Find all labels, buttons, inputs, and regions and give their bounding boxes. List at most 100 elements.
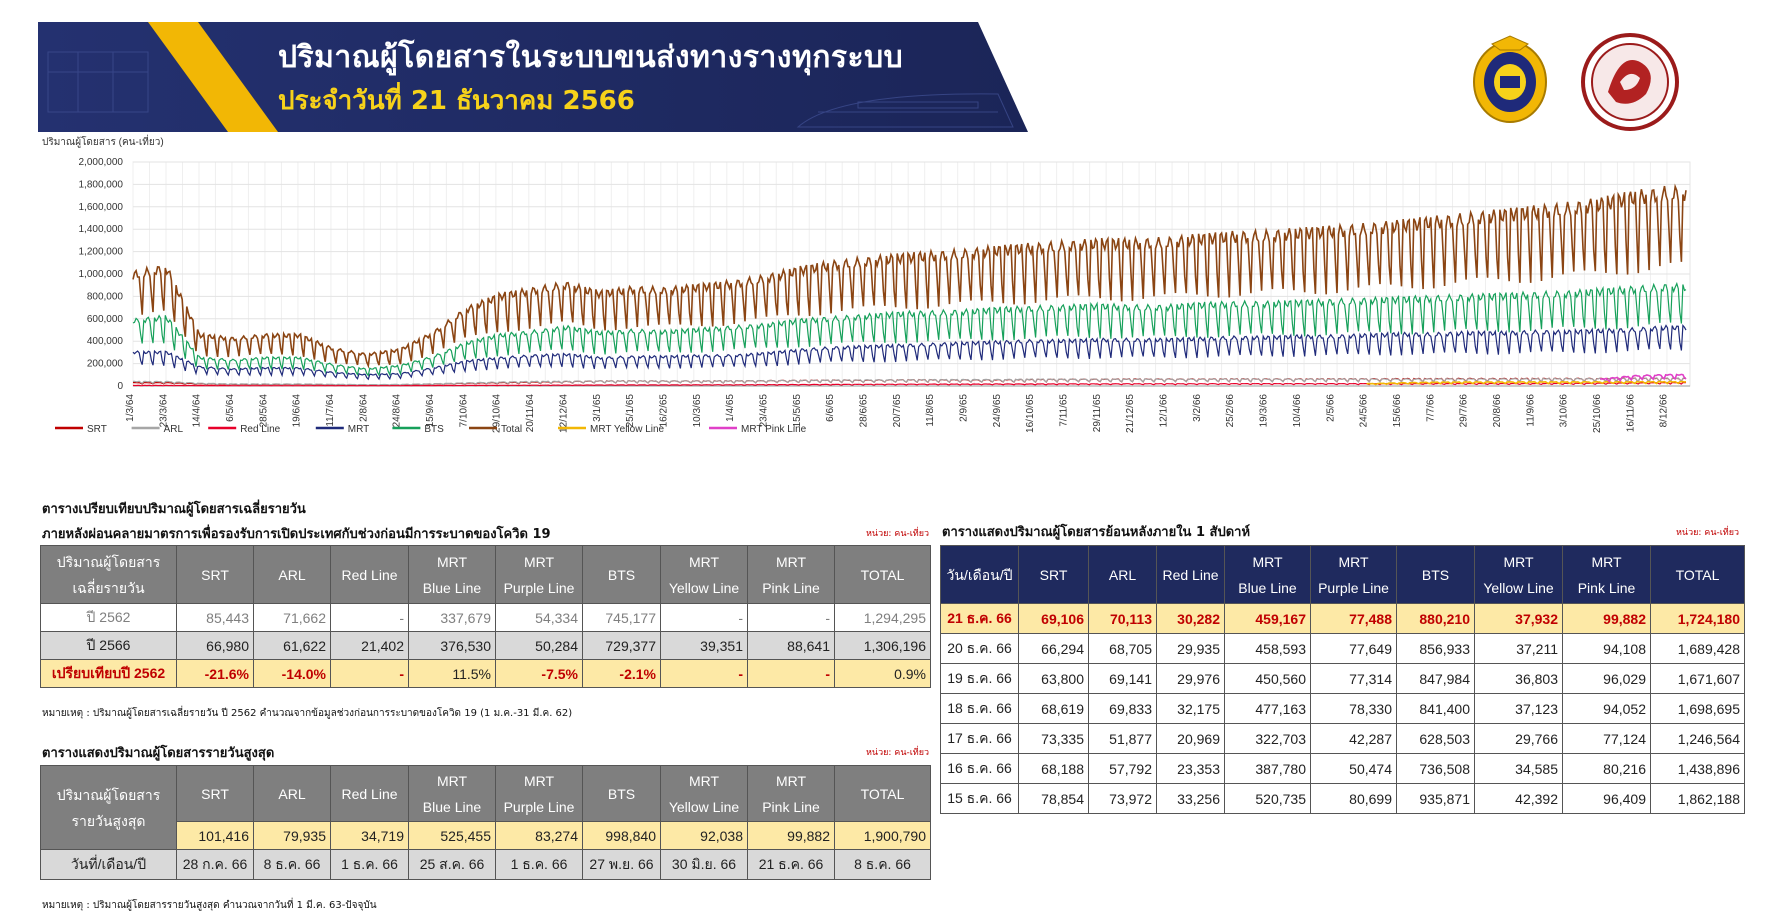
- peak-date: 21 ธ.ค. 66: [747, 849, 835, 880]
- y-tick-label: 1,800,000: [79, 179, 124, 190]
- table-cell: -: [747, 603, 835, 632]
- peak-value: 101,416: [176, 821, 254, 850]
- daily-compare-col-0: SRT: [176, 545, 254, 604]
- table-cell: 78,854: [1018, 783, 1089, 814]
- legend-item: MRT Yellow Line: [590, 424, 665, 435]
- x-tick-label: 11/7/64: [325, 394, 336, 427]
- peak-value: 79,935: [253, 821, 331, 850]
- y-tick-label: 0: [117, 381, 123, 392]
- y-tick-label: 2,000,000: [79, 157, 124, 168]
- x-tick-label: 20/7/65: [892, 394, 903, 428]
- weekly-table: วัน/เดือน/ปี SRT ARL Red Line MRT Blue Line M…: [940, 545, 1745, 814]
- peak-col-4: MRT Purple Line: [495, 765, 583, 822]
- x-tick-label: 25/2/66: [1225, 394, 1236, 428]
- ridership-line-chart: ปริมาณผู้โดยสาร (คน-เที่ยว) 0 200,000 400,…: [42, 134, 1691, 435]
- page-title: ปริมาณผู้โดยสารในระบบขนส่งทางรางทุกระบบ: [278, 40, 904, 75]
- x-tick-label: 6/5/64: [225, 394, 236, 422]
- x-tick-label: 25/10/66: [1592, 394, 1603, 433]
- table-cell: 1,862,188: [1650, 783, 1745, 814]
- table-cell: 29,976: [1156, 663, 1225, 694]
- weekly-col-4: MRT Purple Line: [1310, 545, 1397, 604]
- table-cell: 33,256: [1156, 783, 1225, 814]
- x-tick-label: 23/3/64: [158, 394, 169, 428]
- peak-col-5: BTS: [582, 765, 661, 822]
- daily-compare-col-3: MRT Blue Line: [408, 545, 496, 604]
- daily-compare-note: หมายเหตุ : ปริมาณผู้โดยสารเฉลี่ยรายวัน ป…: [42, 708, 573, 719]
- weekly-col-5: BTS: [1396, 545, 1475, 604]
- daily-compare-col-1: ARL: [253, 545, 331, 604]
- weekly-col-3: MRT Blue Line: [1224, 545, 1311, 604]
- table-cell: 387,780: [1224, 753, 1311, 784]
- table-cell: 50,474: [1310, 753, 1397, 784]
- table-cell: 66,294: [1018, 633, 1089, 664]
- peak-col-0: SRT: [176, 765, 254, 822]
- table-cell: 63,800: [1018, 663, 1089, 694]
- series-line: [132, 323, 1687, 381]
- table-cell: 50,284: [495, 631, 583, 660]
- peak-value: 83,274: [495, 821, 583, 850]
- row-date: 18 ธ.ค. 66: [940, 693, 1019, 724]
- table-cell: 458,593: [1224, 633, 1311, 664]
- table-row: 19 ธ.ค. 66 63,800 69,141 29,976 450,560 77,31…: [940, 663, 1745, 694]
- peak-value: 525,455: [408, 821, 496, 850]
- y-tick-label: 200,000: [87, 359, 124, 370]
- peak-date: 28 ก.ค. 66: [176, 849, 254, 880]
- x-tick-label: 15/9/64: [425, 394, 436, 428]
- x-tick-label: 10/4/66: [1292, 394, 1303, 428]
- table-row: เปรียบเทียบปี 2562 -21.6% -14.0% -11.5% -7.5…: [40, 659, 931, 688]
- table-cell: 376,530: [408, 631, 496, 660]
- table-cell: 68,619: [1018, 693, 1089, 724]
- table-cell: 729,377: [582, 631, 661, 660]
- table-cell: 94,052: [1562, 693, 1651, 724]
- table-cell: 1,306,196: [834, 631, 931, 660]
- row-date: 17 ธ.ค. 66: [940, 723, 1019, 754]
- table-cell: -: [660, 603, 748, 632]
- x-tick-label: 19/3/66: [1259, 394, 1270, 428]
- weekly-col-2: Red Line: [1156, 545, 1225, 604]
- table-cell: -: [330, 659, 409, 688]
- table-cell: -21.6%: [176, 659, 254, 688]
- y-tick-label: 1,000,000: [79, 269, 124, 280]
- x-tick-label: 16/2/65: [658, 394, 669, 428]
- daily-compare-col-5: BTS: [582, 545, 661, 604]
- daily-compare-unit: หน่วย: คน-เที่ยว: [866, 529, 930, 539]
- peak-values-row: 101,416 79,935 34,719 525,455 83,274 998,840 9…: [41, 821, 931, 850]
- weekly-col-6: MRT Yellow Line: [1474, 545, 1563, 604]
- weekly-col-8: TOTAL: [1650, 545, 1745, 604]
- x-tick-label: 14/4/64: [192, 394, 203, 428]
- x-tick-label: 7/10/64: [458, 394, 469, 428]
- weekly-col-1: ARL: [1088, 545, 1157, 604]
- table-cell: 69,141: [1088, 663, 1157, 694]
- table-cell: 78,330: [1310, 693, 1397, 724]
- table-cell: 69,106: [1018, 603, 1089, 634]
- daily-compare-subheading: ภายหลังผ่อนคลายมาตรการเพื่อรองรับการเปิด…: [42, 527, 551, 542]
- table-cell: 69,833: [1088, 693, 1157, 724]
- table-cell: 85,443: [176, 603, 254, 632]
- table-cell: 745,177: [582, 603, 661, 632]
- table-cell: 51,877: [1088, 723, 1157, 754]
- x-tick-label: 15/6/66: [1392, 394, 1403, 428]
- x-tick-label: 16/11/66: [1625, 394, 1636, 433]
- table-cell: 61,622: [253, 631, 331, 660]
- table-cell: 856,933: [1396, 633, 1475, 664]
- legend-item: MRT Pink Line: [741, 424, 807, 435]
- peak-note: หมายเหตุ : ปริมาณผู้โดยสารรายวันสูงสุด ค…: [42, 900, 377, 911]
- x-tick-label: 28/6/65: [858, 394, 869, 428]
- legend-item: ARL: [164, 424, 184, 435]
- x-tick-label: 20/8/66: [1492, 394, 1503, 428]
- x-tick-label: 8/12/66: [1659, 394, 1670, 428]
- row-label: ปี 2566: [40, 631, 177, 660]
- series-line: [132, 183, 1687, 369]
- table-cell: 628,503: [1396, 723, 1475, 754]
- x-tick-label: 23/4/65: [758, 394, 769, 428]
- daily-compare-corner: ปริมาณผู้โดยสาร เฉลี่ยรายวัน: [40, 545, 177, 604]
- table-cell: 1,438,896: [1650, 753, 1745, 784]
- x-tick-label: 15/5/65: [792, 394, 803, 428]
- table-cell: 36,803: [1474, 663, 1563, 694]
- table-cell: 935,871: [1396, 783, 1475, 814]
- peak-date: 25 ส.ค. 66: [408, 849, 496, 880]
- table-cell: 1,724,180: [1650, 603, 1745, 634]
- table-cell: 23,353: [1156, 753, 1225, 784]
- y-tick-label: 1,400,000: [79, 224, 124, 235]
- table-cell: 77,124: [1562, 723, 1651, 754]
